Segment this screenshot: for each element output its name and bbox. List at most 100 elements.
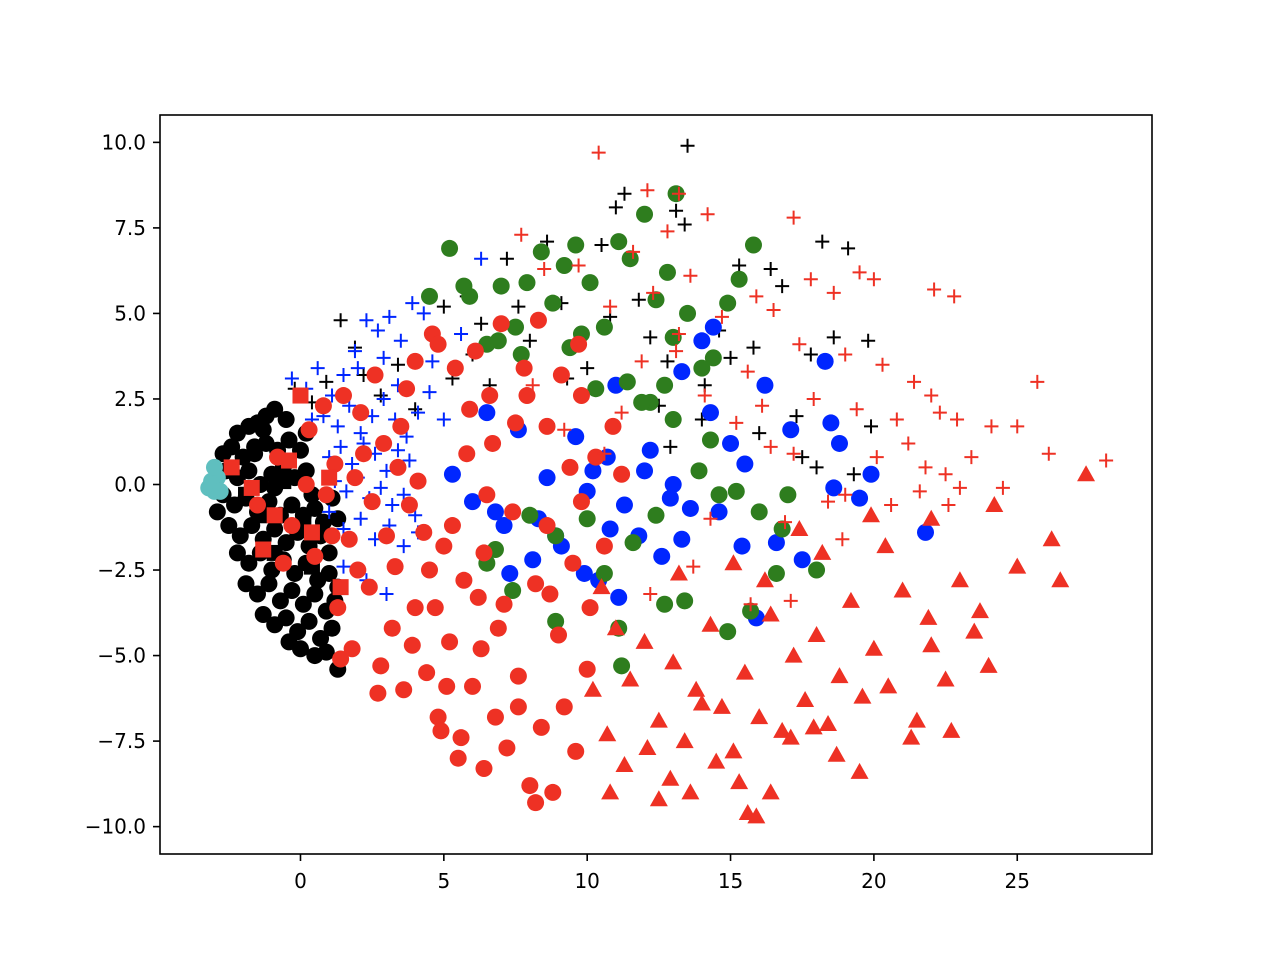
data-point <box>373 480 388 495</box>
data-point <box>435 537 453 555</box>
data-point <box>464 493 482 511</box>
data-point <box>808 561 826 579</box>
data-point <box>527 794 545 812</box>
data-point <box>372 657 390 675</box>
data-point <box>806 391 821 406</box>
y-axis: 10.0 7.5 5.0 2.5 0.0 −2.5 −5.0 −7.5 −10.0 <box>85 130 160 839</box>
data-point <box>952 480 967 495</box>
data-point <box>429 708 447 726</box>
data-point <box>1077 465 1096 482</box>
data-point <box>370 323 385 338</box>
data-point <box>350 361 365 376</box>
data-point <box>317 486 335 504</box>
data-point <box>591 145 606 160</box>
data-point <box>208 503 226 521</box>
data-point <box>636 205 654 223</box>
data-point <box>340 530 358 548</box>
data-point <box>755 571 774 588</box>
data-point <box>379 586 394 601</box>
data-point <box>504 582 522 600</box>
data-point <box>572 387 590 405</box>
data-point <box>369 684 387 702</box>
data-point <box>647 506 665 524</box>
data-point <box>603 299 618 314</box>
data-point <box>303 524 320 541</box>
data-point <box>521 506 539 524</box>
data-point <box>292 387 309 404</box>
data-point <box>474 251 489 266</box>
data-point <box>697 388 712 403</box>
data-point <box>443 465 461 483</box>
data-point <box>211 482 229 500</box>
data-point <box>402 453 417 468</box>
data-point <box>673 363 691 381</box>
data-point <box>332 579 349 596</box>
data-point <box>862 506 881 523</box>
data-point <box>747 807 766 824</box>
data-point <box>778 515 793 530</box>
data-point <box>680 138 695 153</box>
data-point <box>1008 557 1027 574</box>
data-point <box>613 657 631 675</box>
data-point <box>636 462 654 480</box>
data-point <box>615 496 633 514</box>
data-point <box>398 380 416 398</box>
data-point <box>729 415 744 430</box>
data-point <box>761 783 780 800</box>
data-point <box>297 476 315 493</box>
data-point <box>481 387 499 405</box>
data-point <box>432 722 450 740</box>
data-point <box>343 640 361 658</box>
data-point <box>710 486 728 504</box>
data-point <box>1041 446 1056 461</box>
data-point <box>701 615 720 632</box>
data-point <box>869 450 884 465</box>
data-point <box>658 263 676 281</box>
data-point <box>486 708 504 726</box>
data-point <box>693 332 711 350</box>
data-point <box>326 455 344 473</box>
data-point <box>347 344 362 359</box>
data-point <box>723 350 738 365</box>
data-point <box>541 585 559 603</box>
data-point <box>853 687 872 704</box>
data-point <box>284 371 299 386</box>
data-point <box>1099 453 1114 468</box>
data-point <box>719 623 737 641</box>
data-point <box>664 410 682 428</box>
data-point <box>851 489 869 507</box>
data-point <box>333 439 348 454</box>
data-point <box>743 597 758 612</box>
data-point <box>418 664 436 682</box>
data-point <box>610 233 628 251</box>
data-point <box>830 434 848 452</box>
data-point <box>529 311 547 329</box>
data-point <box>638 738 657 755</box>
data-point <box>320 564 338 582</box>
data-point <box>277 410 295 428</box>
data-point <box>377 527 395 545</box>
data-point <box>676 592 694 610</box>
data-point <box>649 711 668 728</box>
data-point <box>813 543 832 560</box>
data-point <box>266 520 284 538</box>
data-point <box>300 421 318 439</box>
data-point <box>782 421 800 439</box>
data-point <box>683 268 698 283</box>
data-point <box>947 289 962 304</box>
data-point <box>606 619 625 636</box>
data-point <box>334 387 352 405</box>
data-point <box>786 210 801 225</box>
data-point <box>730 270 748 288</box>
data-point <box>807 626 826 643</box>
data-point <box>675 732 694 749</box>
data-point <box>376 350 391 365</box>
data-point <box>950 412 965 427</box>
data-point <box>306 585 324 603</box>
data-point <box>214 445 232 463</box>
data-point <box>275 473 292 490</box>
data-point <box>389 458 407 476</box>
data-point <box>547 612 565 630</box>
data-point <box>567 742 585 760</box>
data-point <box>581 599 599 617</box>
